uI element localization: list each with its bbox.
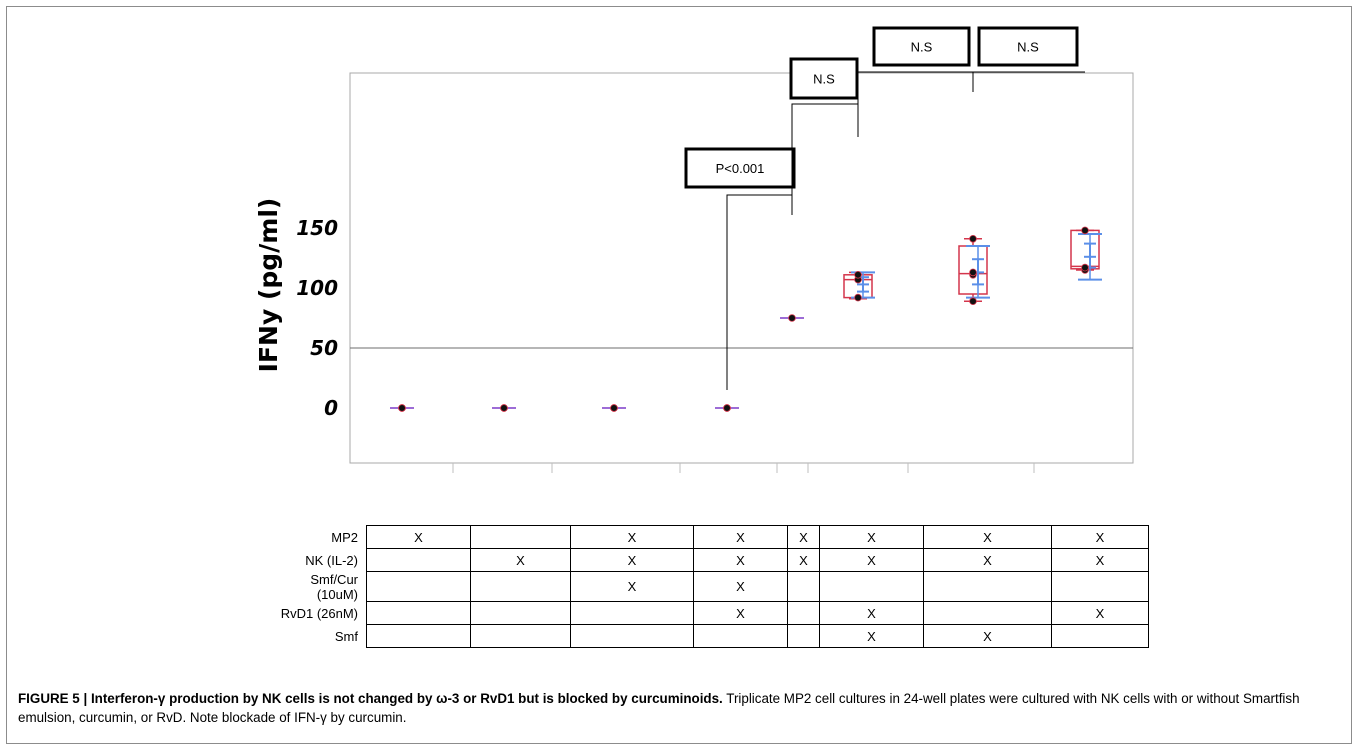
condition-table: MP2 X X X X X X X NK (IL-2) X X X X X X X Smf/Cur (10uM)… (278, 525, 1149, 648)
boxes (390, 226, 1102, 412)
data-point (723, 404, 731, 412)
row-label: NK (IL-2) (305, 552, 358, 568)
table-cell: X (693, 548, 788, 572)
table-cell (787, 624, 820, 648)
table-cell (470, 571, 571, 602)
y-tick-labels: 0 50 100 150 (296, 216, 338, 420)
group-separators (452, 463, 1035, 473)
data-point (788, 314, 796, 322)
table-cell (693, 624, 788, 648)
table-cell (470, 525, 571, 549)
data-point (969, 268, 977, 277)
y-tick-label: 50 (310, 336, 338, 360)
row-label: RvD1 (26nM) (280, 605, 358, 621)
table-cell: X (923, 624, 1052, 648)
data-point (398, 404, 406, 412)
table-cell (923, 571, 1052, 602)
table-row: RvD1 (26nM) X X X (278, 601, 1149, 625)
annotation-box (872, 26, 971, 67)
data-point (500, 404, 508, 412)
annotation-bracket (791, 103, 859, 215)
table-cell: X (570, 525, 694, 549)
figure-caption: FIGURE 5 | Interferon-γ production by NK… (18, 689, 1338, 727)
annotation-label: N.S (813, 72, 835, 87)
table-cell: X (819, 548, 924, 572)
table-cell (787, 571, 820, 602)
row-label: MP2 (331, 529, 358, 545)
table-cell: X (570, 548, 694, 572)
table-cell: X (366, 525, 471, 549)
y-axis-label: IFNy (pg/ml) (254, 198, 283, 373)
table-cell (1051, 624, 1149, 648)
row-label: Smf (334, 628, 358, 644)
table-row: Smf/Cur (10uM) X X (278, 571, 1149, 602)
annotation-box (684, 147, 796, 189)
table-cell: X (819, 525, 924, 549)
table-cell (366, 571, 471, 602)
table-cell (470, 601, 571, 625)
table-cell (470, 624, 571, 648)
annotation-box (789, 57, 859, 100)
significance-annotations: P<0.001 N.S N.S N.S (684, 26, 1085, 390)
data-point (1081, 226, 1089, 235)
table-cell: X (693, 525, 788, 549)
caption-text: Triplicate MP2 cell cultures in 24-well … (18, 691, 1300, 725)
table-cell: X (787, 548, 820, 572)
table-cell: X (693, 601, 788, 625)
table-cell (570, 624, 694, 648)
table-row: NK (IL-2) X X X X X X X (278, 548, 1149, 572)
annotation-label: N.S (911, 40, 933, 55)
data-point (854, 270, 862, 279)
table-cell (366, 601, 471, 625)
y-tick-label: 100 (296, 276, 338, 300)
annotation-bracket (972, 71, 1085, 92)
data-point (969, 297, 977, 306)
table-cell: X (923, 548, 1052, 572)
row-label: Smf/Cur (10uM) (310, 571, 358, 602)
table-cell: X (819, 601, 924, 625)
y-tick-label: 0 (324, 396, 338, 420)
table-cell (1051, 571, 1149, 602)
data-point (854, 293, 862, 302)
table-cell (366, 548, 471, 572)
plot-area (349, 72, 1134, 464)
annotation-label: N.S (1017, 40, 1039, 55)
annotation-box (977, 26, 1079, 67)
table-cell: X (923, 525, 1052, 549)
table-cell (366, 624, 471, 648)
table-row: MP2 X X X X X X X (278, 525, 1149, 549)
table-cell: X (1051, 601, 1149, 625)
table-cell: X (570, 571, 694, 602)
table-cell: X (1051, 525, 1149, 549)
table-cell: X (1051, 548, 1149, 572)
table-cell: X (819, 624, 924, 648)
table-cell (787, 601, 820, 625)
table-cell (923, 601, 1052, 625)
table-cell (570, 601, 694, 625)
table-row: Smf X X (278, 624, 1149, 648)
data-point (969, 235, 977, 243)
caption-title: FIGURE 5 | Interferon-γ production by NK… (18, 691, 723, 706)
table-cell: X (470, 548, 571, 572)
table-cell: X (693, 571, 788, 602)
table-cell: X (787, 525, 820, 549)
table-cell (819, 571, 924, 602)
box-plot-chart: 0 50 100 150 IFNy (pg/ml) P<0.001 N.S N.S N.S (254, 26, 1134, 473)
data-point (610, 404, 618, 412)
y-tick-label: 150 (296, 216, 338, 240)
figure-frame (6, 6, 1352, 744)
data-point (1081, 263, 1089, 272)
annotation-label: P<0.001 (716, 161, 765, 176)
